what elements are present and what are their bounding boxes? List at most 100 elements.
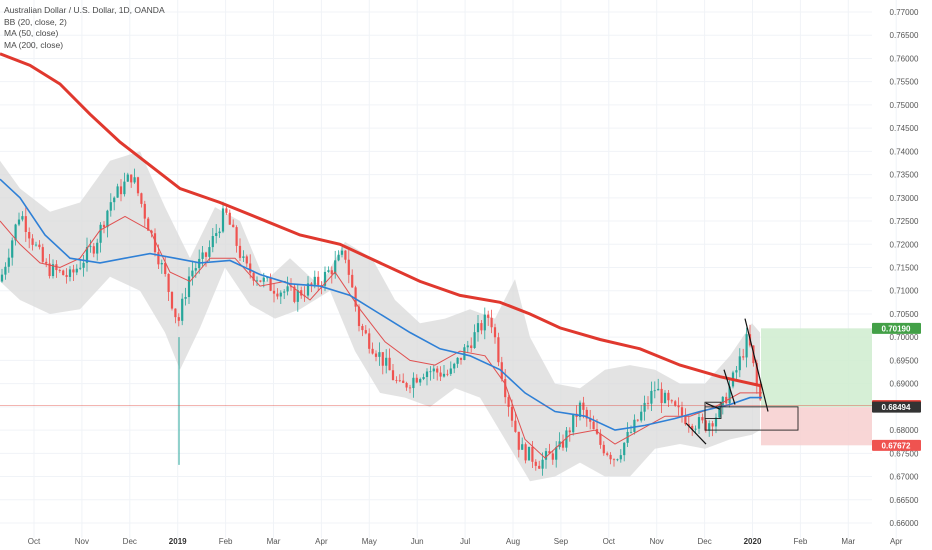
price-axis[interactable]: 0.77000 0.76500 0.76000 0.75500 0.75000 0.745… — [872, 8, 921, 528]
candle-down — [347, 249, 350, 284]
candle-body — [204, 252, 208, 257]
candle-down — [612, 458, 616, 467]
candle-body — [548, 451, 551, 454]
candle-body — [201, 252, 204, 259]
price-badge-entry[interactable]: 0.68494 — [872, 401, 921, 413]
candle-body — [388, 357, 391, 371]
candle-down — [415, 374, 418, 384]
candle-body — [561, 441, 565, 448]
candle-up — [296, 284, 299, 312]
candle-up — [68, 266, 72, 282]
candle-down — [742, 348, 745, 361]
candle-body — [646, 402, 650, 404]
price-badge-target[interactable]: 0.70190 — [872, 322, 921, 334]
candle-body — [463, 347, 466, 360]
candle-down — [439, 366, 442, 381]
candle-up — [663, 390, 667, 404]
candle-body — [483, 314, 486, 331]
candle-body — [701, 417, 704, 421]
candle-body — [527, 446, 531, 461]
candle-up — [106, 209, 109, 238]
price-badge-label: 0.67672 — [882, 441, 911, 450]
candle-body — [289, 286, 293, 288]
candle-body — [238, 245, 242, 258]
candle-body — [17, 219, 21, 225]
candle-up — [221, 201, 225, 234]
candle-up — [99, 222, 102, 253]
candle-down — [92, 242, 95, 258]
candle-body — [374, 353, 378, 357]
candle-up — [453, 362, 456, 374]
candle-up — [466, 340, 469, 353]
candlesticks — [0, 168, 762, 476]
candle-body — [551, 453, 554, 460]
candle-down — [680, 401, 684, 423]
candle-down — [259, 280, 262, 283]
candle-body — [456, 357, 459, 364]
candle-down — [238, 238, 242, 262]
candle-down — [351, 269, 354, 288]
candle-body — [147, 218, 150, 231]
candle-up — [4, 262, 7, 280]
candle-body — [391, 370, 395, 380]
trendline-b[interactable] — [705, 402, 721, 410]
candle-up — [242, 250, 245, 262]
price-tick-label: 0.72000 — [890, 240, 919, 249]
candle-body — [279, 292, 282, 297]
price-tick-label: 0.75000 — [890, 101, 919, 110]
candle-up — [473, 324, 476, 349]
trendline-d[interactable] — [744, 318, 769, 412]
candle-body — [184, 297, 187, 299]
trendline-drawings[interactable] — [685, 318, 799, 445]
candle-body — [160, 262, 163, 265]
candle-body — [252, 272, 255, 281]
candle-down — [272, 283, 276, 303]
candle-down — [524, 442, 527, 464]
profit-zone[interactable] — [761, 328, 872, 408]
candle-body — [449, 368, 452, 374]
candle-down — [493, 323, 497, 344]
price-badge-stop[interactable]: 0.67672 — [872, 439, 921, 451]
candle-down — [38, 240, 41, 250]
candle-body — [235, 227, 238, 246]
candle-body — [255, 280, 259, 282]
trendline-a[interactable] — [685, 422, 707, 445]
price-tick-label: 0.67000 — [890, 473, 919, 482]
candle-body — [272, 290, 276, 294]
legend-ma200[interactable]: MA (200, close) — [4, 39, 64, 50]
candle-down — [551, 450, 554, 465]
legend-ma50[interactable]: MA (50, close) — [4, 28, 59, 39]
trendline-c[interactable] — [723, 369, 736, 405]
candle-body — [221, 208, 225, 232]
long-position-tool[interactable] — [761, 328, 872, 446]
price-badge-bg — [872, 439, 921, 451]
price-tick-label: 0.70000 — [890, 333, 919, 342]
candle-up — [425, 368, 429, 386]
candle-body — [249, 263, 252, 273]
candle-body — [14, 224, 17, 241]
candle-up — [572, 413, 575, 436]
candle-body — [704, 420, 707, 431]
candle-up — [126, 172, 129, 182]
symbol-title[interactable]: Australian Dollar / U.S. Dollar, 1D, OAN… — [4, 5, 165, 15]
candle-body — [725, 396, 728, 404]
candle-up — [449, 361, 452, 376]
small-box[interactable] — [704, 401, 722, 419]
time-axis[interactable]: Oct Nov Dec 2019 Feb Mar Apr May Jun Jul Aug Sep Oct… — [28, 537, 903, 546]
candle-body — [368, 333, 371, 349]
candle-body — [412, 377, 415, 389]
candle-down — [646, 396, 650, 410]
candle-body — [378, 352, 381, 357]
candle-body — [82, 262, 85, 268]
candle-body — [174, 308, 177, 318]
candle-body — [48, 263, 51, 277]
candle-body — [735, 370, 738, 373]
loss-zone[interactable] — [761, 407, 872, 446]
candle-up — [255, 276, 259, 286]
candle-up — [442, 365, 446, 378]
candle-body — [228, 212, 231, 225]
legend-bb[interactable]: BB (20, close, 2) — [4, 16, 67, 27]
candle-up — [34, 241, 38, 247]
candle-down — [548, 443, 551, 454]
